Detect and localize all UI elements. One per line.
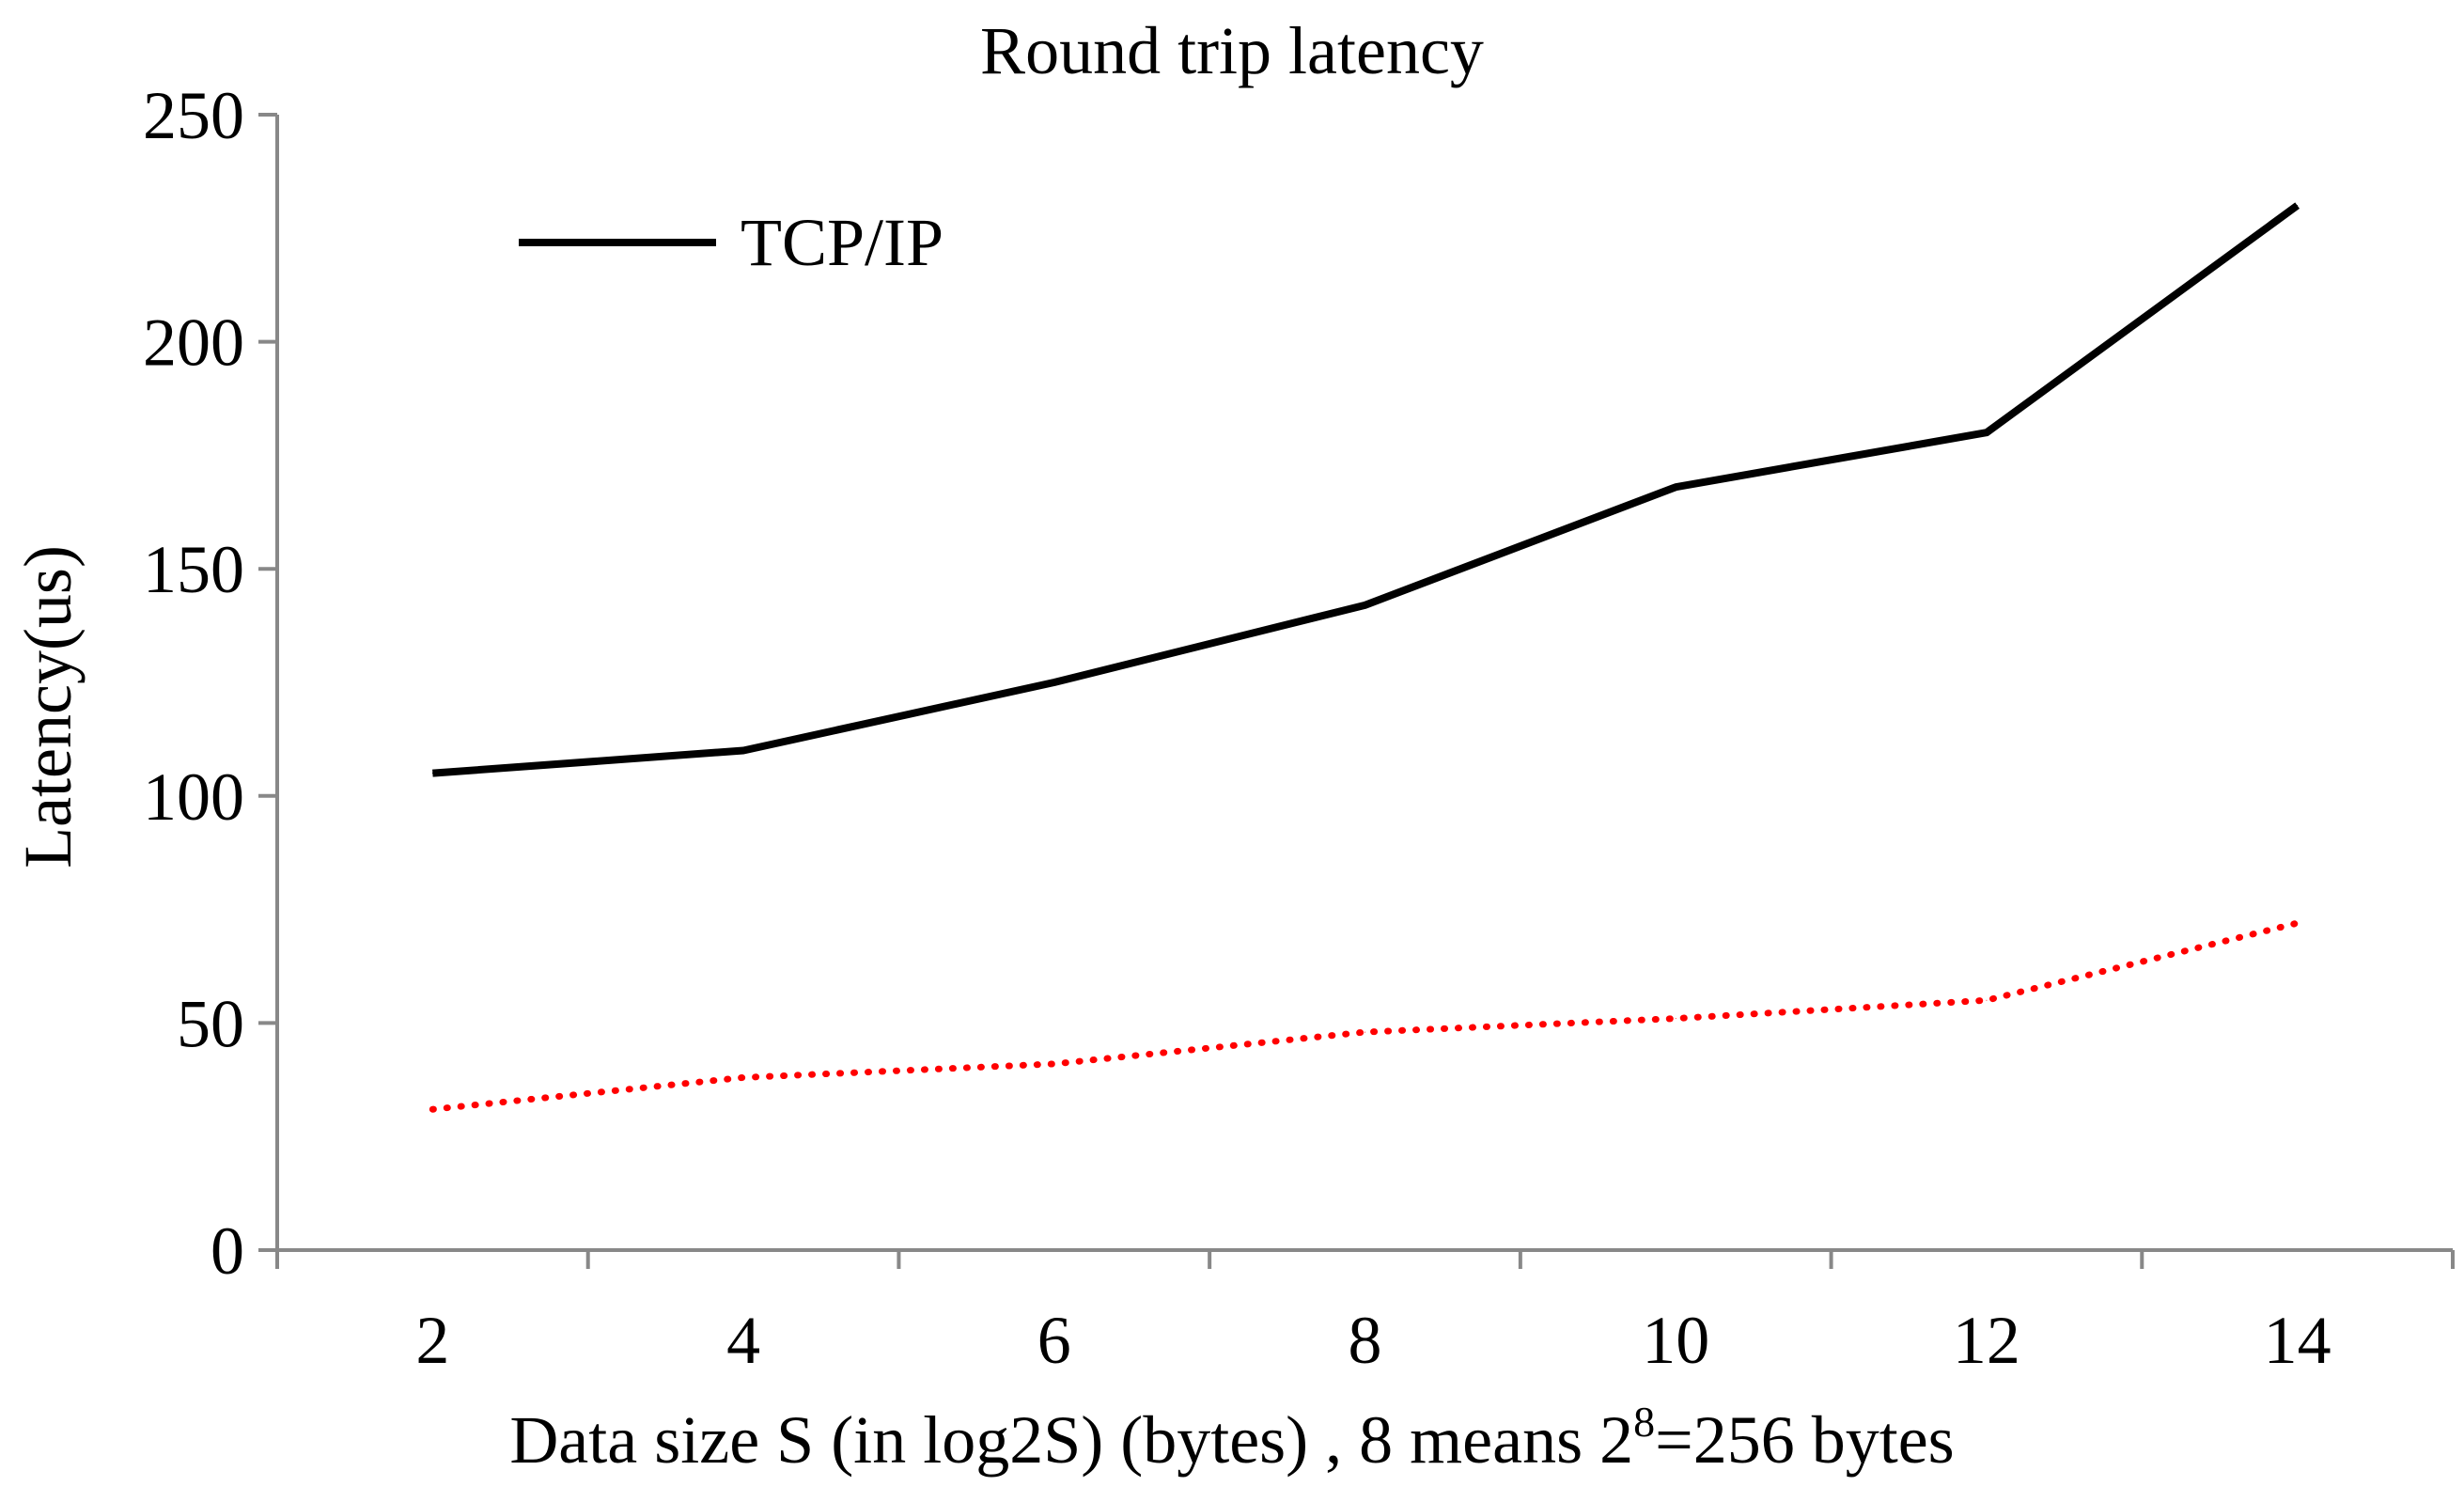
x-tick-label: 12 [1953, 1303, 2020, 1378]
y-tick-label: 100 [143, 759, 244, 835]
x-axis-title-suffix: =256 bytes [1655, 1402, 1955, 1478]
data-point [1986, 999, 1988, 1001]
x-axis: 2 4 6 8 10 12 14 [275, 1248, 2455, 1378]
x-tick-label: 2 [415, 1303, 449, 1378]
x-axis-title: Data size S (in log2S) (bytes) , 8 means… [509, 1398, 1954, 1478]
data-point [1986, 431, 1988, 433]
x-tick-label: 14 [2264, 1303, 2331, 1378]
data-point [2297, 205, 2299, 207]
legend: TCP/IP [519, 205, 943, 280]
y-tick-label: 250 [143, 78, 244, 153]
data-point [431, 773, 433, 774]
chart-title: Round trip latency [980, 13, 1484, 88]
y-axis: 0 50 100 150 200 250 [143, 78, 279, 1289]
data-point [1053, 1063, 1055, 1065]
y-axis-title: Latency(us) [10, 545, 86, 868]
x-axis-title-main: Data size S (in log2S) (bytes) , 8 means… [509, 1402, 1633, 1478]
x-axis-title-superscript: 8 [1633, 1398, 1655, 1446]
y-tick-label: 150 [143, 532, 244, 607]
y-tick-label: 0 [211, 1213, 244, 1289]
data-point [742, 749, 744, 751]
data-point [2297, 922, 2299, 924]
data-point [742, 1076, 744, 1078]
y-tick-label: 50 [177, 986, 244, 1061]
x-tick-label: 10 [1642, 1303, 1709, 1378]
series-line-tcp-ip [432, 202, 2300, 777]
x-tick-label: 6 [1037, 1303, 1071, 1378]
series-line-series-1 [429, 919, 2301, 1113]
data-point [431, 1108, 433, 1110]
x-tick-label: 8 [1349, 1303, 1382, 1378]
data-point [1053, 681, 1055, 683]
x-tick-label: 4 [726, 1303, 760, 1378]
series-layer [429, 202, 2301, 1113]
legend-label-tcp-ip: TCP/IP [741, 205, 943, 280]
y-tick-label: 200 [143, 305, 244, 381]
